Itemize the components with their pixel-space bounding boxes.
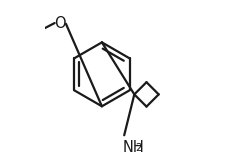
Text: 2: 2	[135, 143, 142, 153]
Text: O: O	[55, 16, 66, 31]
Text: NH: NH	[123, 141, 144, 155]
